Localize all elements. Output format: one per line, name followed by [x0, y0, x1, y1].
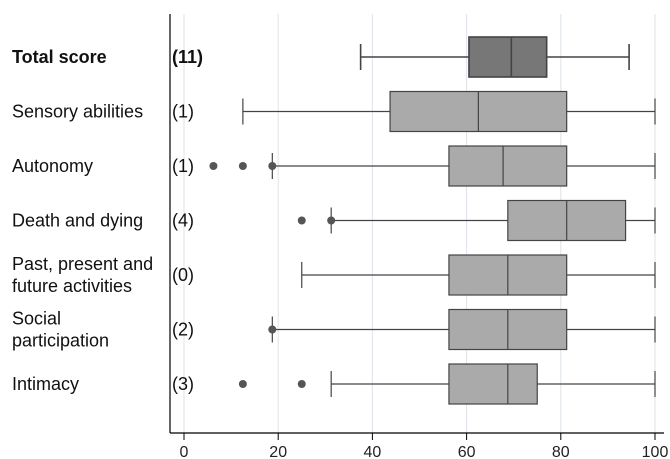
category-label-line: Death and dying	[12, 211, 143, 231]
count-label: (3)	[172, 374, 194, 394]
label-layer: Total score (11) Sensory abilities (1) Auton…	[12, 47, 203, 394]
category-label-line: Total score	[12, 47, 107, 67]
outlier-point	[297, 380, 306, 388]
category-label-line: Autonomy	[12, 156, 93, 176]
x-tick-label: 20	[269, 444, 287, 459]
category-label-line: Sensory abilities	[12, 102, 143, 122]
box-row	[242, 90, 656, 133]
x-tick-label: 80	[552, 444, 570, 459]
count-label: (0)	[172, 265, 194, 285]
category-label: Sensory abilities	[12, 102, 143, 122]
box-row	[297, 199, 656, 242]
x-tick-label: 40	[364, 444, 382, 459]
category-label-line: future activities	[12, 276, 132, 296]
box-row	[209, 145, 656, 187]
category-label: Intimacy	[12, 374, 79, 394]
count-label: (1)	[172, 102, 194, 122]
outlier-point	[238, 380, 247, 388]
axis-layer: 0 20 40 60 80 100	[169, 14, 669, 459]
category-label-line: Social	[12, 309, 61, 329]
outlier-point	[327, 216, 336, 225]
box-row	[268, 308, 656, 351]
count-label: (4)	[172, 211, 194, 231]
iqr-box	[448, 363, 538, 405]
count-label: (11)	[172, 47, 203, 67]
outlier-point	[209, 162, 218, 170]
iqr-box	[468, 36, 548, 78]
outlier-point	[268, 162, 277, 170]
count-label: (1)	[172, 156, 194, 176]
category-label: Past, present and future activities	[12, 254, 153, 296]
x-tick-label: 60	[458, 444, 476, 459]
category-label: Social participation	[12, 309, 109, 351]
category-label: Total score	[12, 47, 107, 67]
box-row	[359, 36, 630, 78]
box-row	[301, 254, 656, 296]
category-label-line: participation	[12, 331, 109, 351]
outlier-point	[297, 216, 306, 225]
box-layer	[209, 36, 656, 405]
x-tick-label: 100	[642, 444, 669, 459]
x-tick-label: 0	[180, 444, 189, 459]
category-label: Autonomy	[12, 156, 93, 176]
box-row	[238, 363, 656, 405]
category-label: Death and dying	[12, 211, 143, 231]
outlier-point	[268, 325, 277, 334]
category-label-line: Intimacy	[12, 374, 79, 394]
category-label-line: Past, present and	[12, 254, 153, 274]
count-label: (2)	[172, 320, 194, 340]
outlier-point	[238, 162, 247, 170]
iqr-box	[448, 145, 568, 187]
